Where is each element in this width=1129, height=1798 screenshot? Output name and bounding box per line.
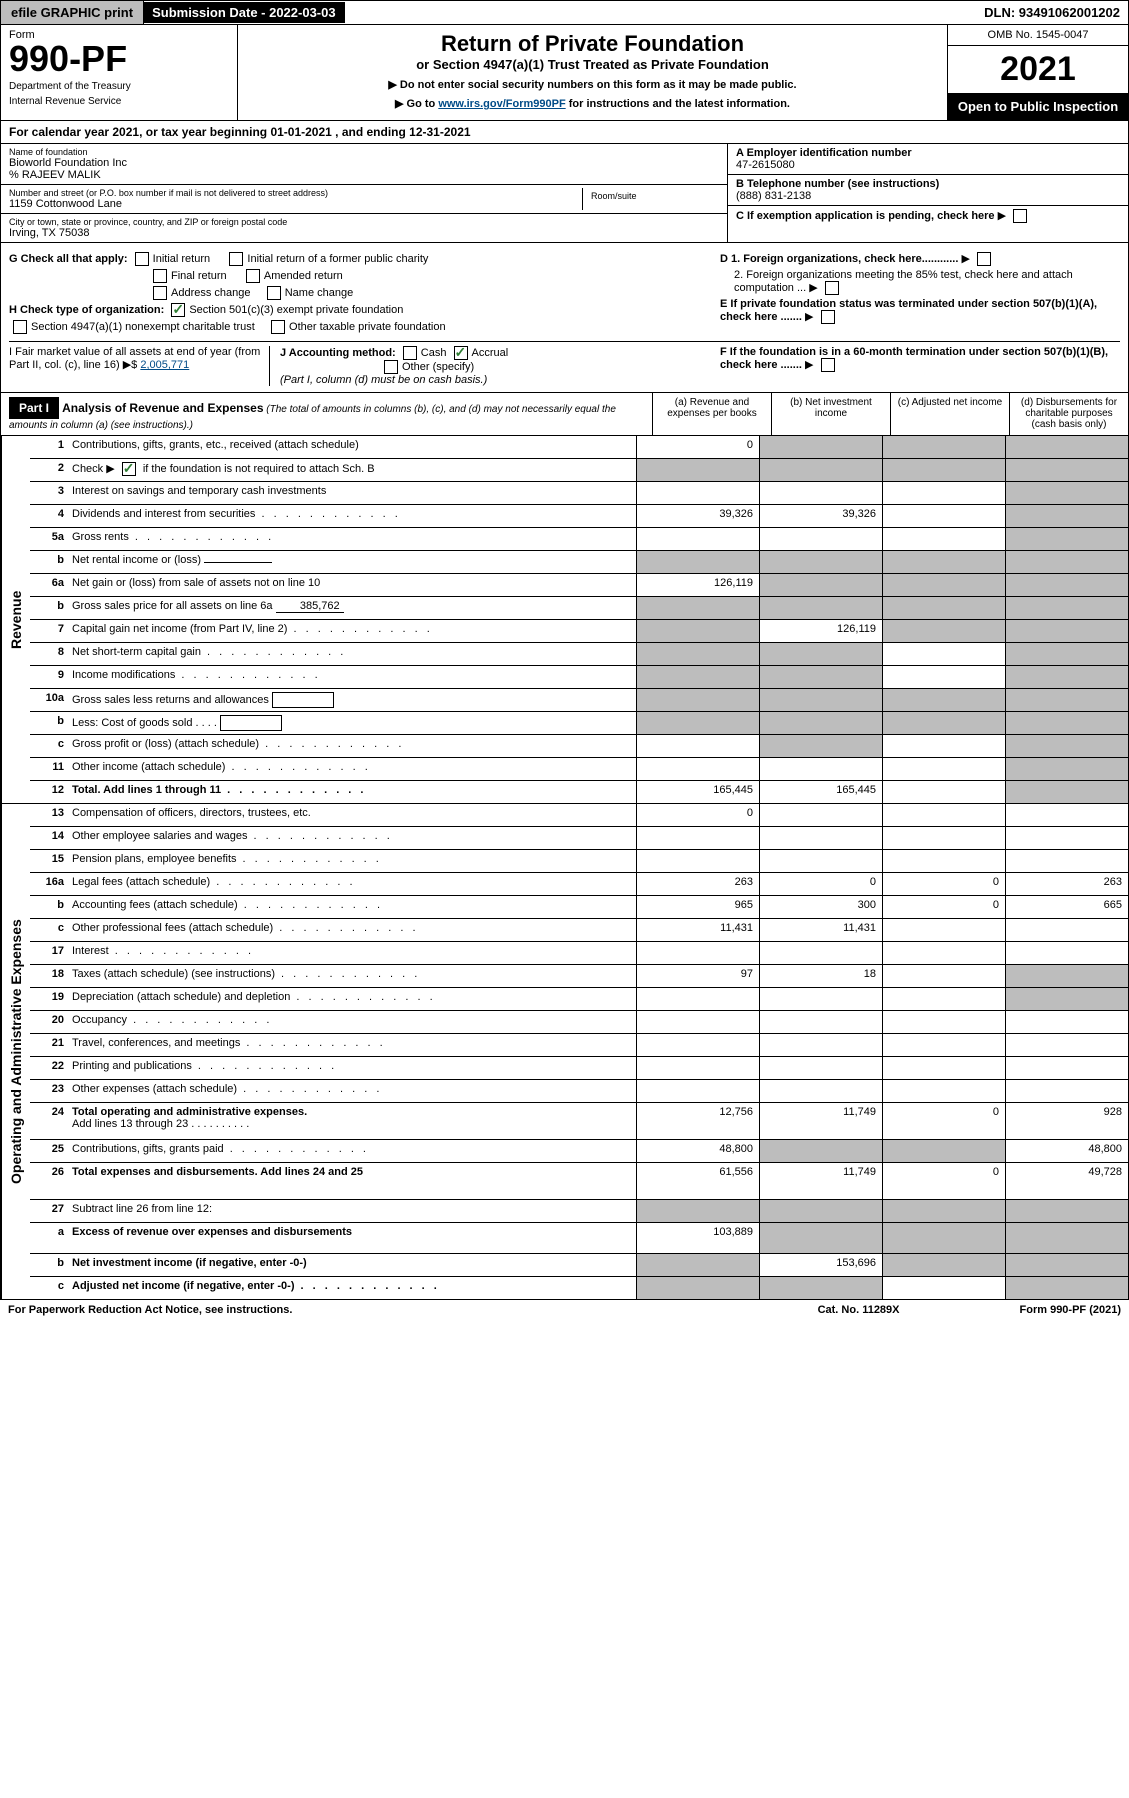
- form-note2: ▶ Go to www.irs.gov/Form990PF for instru…: [244, 97, 941, 110]
- top-bar: efile GRAPHIC print Submission Date - 20…: [0, 0, 1129, 25]
- addr-change-checkbox[interactable]: [153, 286, 167, 300]
- col-c-head: (c) Adjusted net income: [890, 393, 1009, 435]
- city-state-zip: Irving, TX 75038: [9, 227, 719, 239]
- omb-number: OMB No. 1545-0047: [948, 25, 1128, 46]
- col-b-head: (b) Net investment income: [771, 393, 890, 435]
- check-section: G Check all that apply: Initial return I…: [0, 243, 1129, 393]
- addr-label: Number and street (or P.O. box number if…: [9, 188, 582, 198]
- terminated-checkbox[interactable]: [821, 310, 835, 324]
- form-ref: Form 990-PF (2021): [1020, 1304, 1121, 1316]
- amended-checkbox[interactable]: [246, 269, 260, 283]
- open-inspection: Open to Public Inspection: [948, 93, 1128, 120]
- form-note1: ▶ Do not enter social security numbers o…: [244, 78, 941, 91]
- efile-print-button[interactable]: efile GRAPHIC print: [1, 1, 144, 24]
- other-taxable-checkbox[interactable]: [271, 320, 285, 334]
- revenue-side-label: Revenue: [1, 436, 30, 803]
- name-change-checkbox[interactable]: [267, 286, 281, 300]
- dln-label: DLN: 93491062001202: [976, 2, 1128, 23]
- final-return-checkbox[interactable]: [153, 269, 167, 283]
- submission-date: Submission Date - 2022-03-03: [144, 2, 345, 23]
- foundation-name: Bioworld Foundation Inc: [9, 157, 719, 169]
- part1-label: Part I: [9, 397, 59, 419]
- part1-header-row: Part I Analysis of Revenue and Expenses …: [0, 393, 1129, 436]
- expenses-table: Operating and Administrative Expenses 13…: [0, 804, 1129, 1300]
- name-label: Name of foundation: [9, 147, 719, 157]
- col-d-head: (d) Disbursements for charitable purpose…: [1009, 393, 1128, 435]
- care-of: % RAJEEV MALIK: [9, 169, 719, 181]
- other-method-checkbox[interactable]: [384, 360, 398, 374]
- irs-label: Internal Revenue Service: [9, 96, 229, 107]
- g-label: G Check all that apply:: [9, 253, 128, 265]
- page-footer: For Paperwork Reduction Act Notice, see …: [0, 1300, 1129, 1320]
- exemption-checkbox[interactable]: [1013, 209, 1027, 223]
- calendar-year: For calendar year 2021, or tax year begi…: [0, 121, 1129, 144]
- fmv-amount[interactable]: 2,005,771: [140, 359, 189, 371]
- arrow-icon: ▶: [998, 210, 1006, 222]
- info-grid: Name of foundation Bioworld Foundation I…: [0, 144, 1129, 243]
- tax-year: 2021: [948, 46, 1128, 93]
- cash-checkbox[interactable]: [403, 346, 417, 360]
- i-label: I Fair market value of all assets at end…: [9, 346, 260, 371]
- form-subtitle: or Section 4947(a)(1) Trust Treated as P…: [244, 57, 941, 72]
- cat-number: Cat. No. 11289X: [818, 1304, 900, 1316]
- irs-link[interactable]: www.irs.gov/Form990PF: [438, 98, 565, 110]
- ein-label: A Employer identification number: [736, 147, 1120, 159]
- dept-treasury: Department of the Treasury: [9, 81, 229, 92]
- foreign-checkbox[interactable]: [977, 252, 991, 266]
- expenses-side-label: Operating and Administrative Expenses: [1, 804, 30, 1299]
- form-number: 990-PF: [9, 41, 229, 77]
- 4947-checkbox[interactable]: [13, 320, 27, 334]
- 60month-checkbox[interactable]: [821, 358, 835, 372]
- col-a-head: (a) Revenue and expenses per books: [652, 393, 771, 435]
- phone-label: B Telephone number (see instructions): [736, 178, 1120, 190]
- city-label: City or town, state or province, country…: [9, 217, 719, 227]
- revenue-table: Revenue 1Contributions, gifts, grants, e…: [0, 436, 1129, 804]
- exemption-label: C If exemption application is pending, c…: [736, 210, 995, 222]
- foreign-85-checkbox[interactable]: [825, 281, 839, 295]
- form-title: Return of Private Foundation: [244, 31, 941, 57]
- h-label: H Check type of organization:: [9, 304, 164, 316]
- accrual-checkbox[interactable]: [454, 346, 468, 360]
- phone-value: (888) 831-2138: [736, 190, 1120, 202]
- street-address: 1159 Cottonwood Lane: [9, 198, 582, 210]
- ein-value: 47-2615080: [736, 159, 1120, 171]
- initial-former-checkbox[interactable]: [229, 252, 243, 266]
- form-header: Form 990-PF Department of the Treasury I…: [0, 25, 1129, 121]
- paperwork-notice: For Paperwork Reduction Act Notice, see …: [8, 1304, 292, 1316]
- room-label: Room/suite: [583, 188, 719, 210]
- initial-return-checkbox[interactable]: [135, 252, 149, 266]
- schb-checkbox[interactable]: [122, 462, 136, 476]
- 501c3-checkbox[interactable]: [171, 303, 185, 317]
